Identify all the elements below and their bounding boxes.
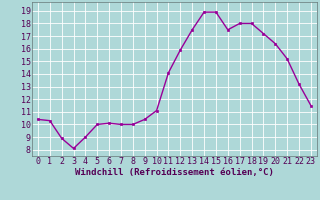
- X-axis label: Windchill (Refroidissement éolien,°C): Windchill (Refroidissement éolien,°C): [75, 168, 274, 177]
